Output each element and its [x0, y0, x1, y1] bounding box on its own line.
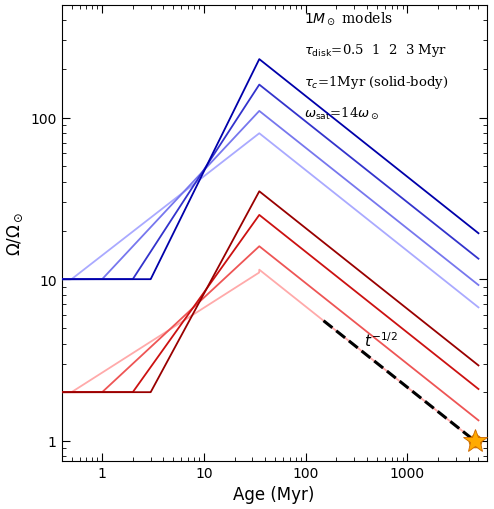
Y-axis label: $\Omega/\Omega_\odot$: $\Omega/\Omega_\odot$ [5, 211, 25, 256]
X-axis label: Age (Myr): Age (Myr) [233, 486, 315, 503]
Text: $1M_\odot$ models: $1M_\odot$ models [304, 10, 393, 27]
Text: $\tau_{\rm disk}$=0.5  1  2  3 Myr: $\tau_{\rm disk}$=0.5 1 2 3 Myr [304, 42, 447, 59]
Text: $\omega_{\rm sat}$=14$\omega_\odot$: $\omega_{\rm sat}$=14$\omega_\odot$ [304, 106, 379, 122]
Text: $\tau_c$=1Myr (solid-body): $\tau_c$=1Myr (solid-body) [304, 74, 449, 91]
Text: $t^{-1/2}$: $t^{-1/2}$ [364, 331, 398, 350]
